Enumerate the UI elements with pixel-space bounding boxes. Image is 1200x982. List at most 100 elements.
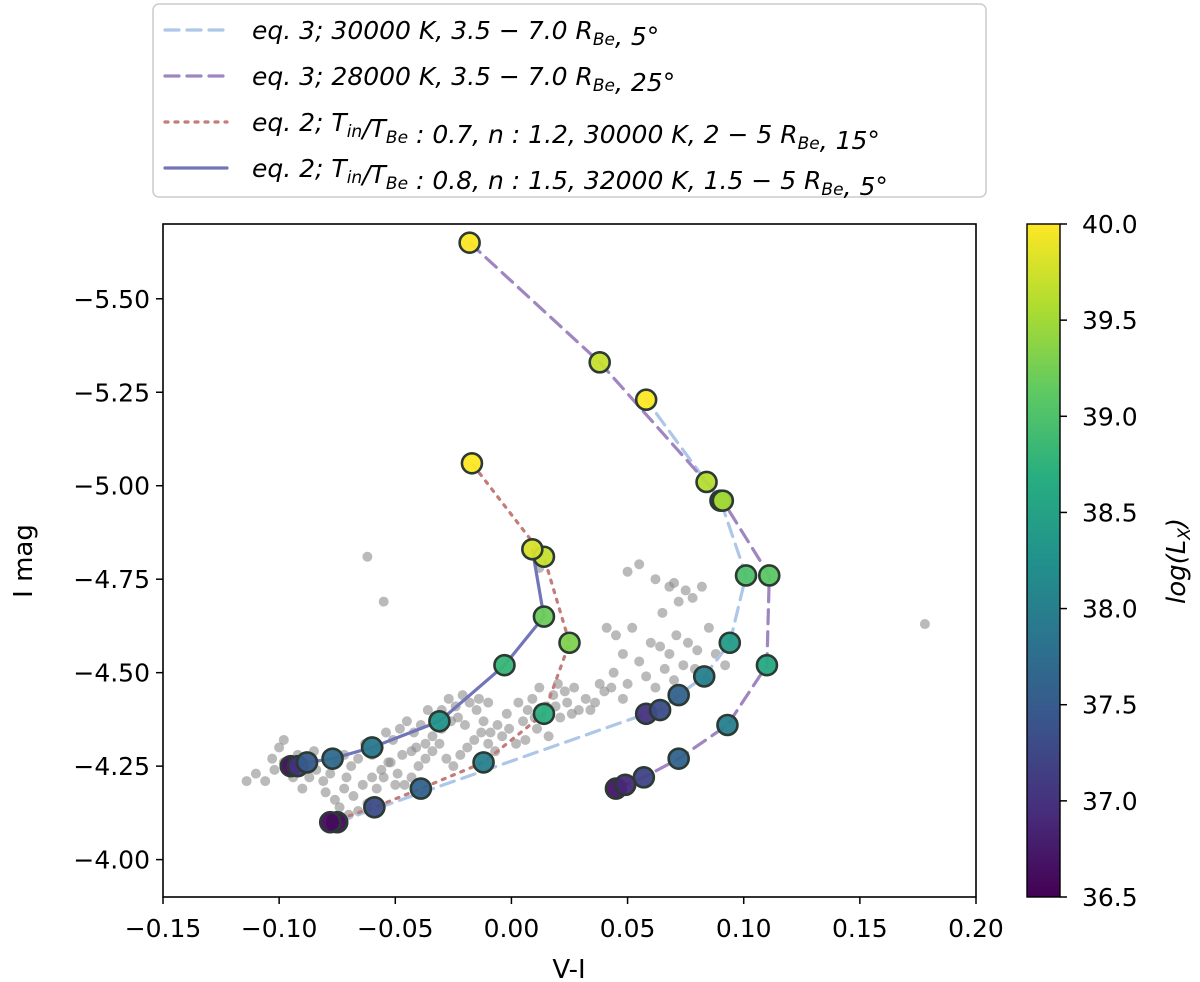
y-tick-label: −5.25 bbox=[73, 378, 150, 407]
observed-point bbox=[569, 682, 580, 693]
observed-point bbox=[443, 693, 454, 704]
observed-point bbox=[485, 727, 496, 738]
y-tick-label: −5.50 bbox=[73, 285, 150, 314]
observed-point bbox=[513, 697, 524, 708]
colorbar-tick-label: 36.5 bbox=[1082, 883, 1138, 912]
model-track-point bbox=[295, 751, 319, 774]
observed-point bbox=[406, 746, 417, 757]
observed-point bbox=[241, 776, 252, 787]
observed-point bbox=[608, 667, 619, 678]
observed-point bbox=[650, 574, 661, 585]
x-axis-label: V-I bbox=[552, 955, 585, 982]
x-tick-label: −0.10 bbox=[241, 914, 318, 943]
observed-point bbox=[617, 693, 628, 704]
y-tick-label: −4.00 bbox=[73, 846, 150, 875]
observed-point bbox=[478, 716, 489, 727]
observed-point bbox=[464, 697, 475, 708]
y-tick-label: −4.25 bbox=[73, 752, 150, 781]
model-track-line bbox=[328, 461, 572, 824]
colorbar-tick-label: 40.0 bbox=[1082, 210, 1138, 239]
colorbar-tick-label: 37.0 bbox=[1082, 787, 1138, 816]
observed-point bbox=[566, 708, 577, 719]
observed-point bbox=[543, 731, 554, 742]
model-track-point bbox=[757, 564, 781, 587]
model-track-point bbox=[460, 451, 484, 475]
observed-point bbox=[720, 660, 731, 671]
observed-point bbox=[353, 753, 364, 764]
y-tick-label: −4.75 bbox=[73, 565, 150, 594]
legend-frame bbox=[152, 3, 987, 198]
x-tick-label: 0.15 bbox=[832, 914, 888, 943]
x-tick-label: 0.00 bbox=[484, 914, 540, 943]
observed-point bbox=[511, 738, 522, 749]
observed-point bbox=[318, 776, 329, 787]
observed-point bbox=[357, 779, 368, 790]
observed-point bbox=[585, 705, 596, 716]
observed-point bbox=[367, 772, 378, 783]
legend: eq. 3; 30000 K, 3.5 − 7.0 RBe, 5° eq. 3; … bbox=[152, 3, 987, 201]
observed-point bbox=[399, 779, 410, 790]
observed-point bbox=[413, 761, 424, 772]
observed-point bbox=[378, 596, 389, 607]
observed-point bbox=[392, 768, 403, 779]
observed-point bbox=[448, 761, 459, 772]
observed-point bbox=[278, 734, 289, 745]
observed-point bbox=[682, 637, 693, 648]
colorbar-tick-label: 38.5 bbox=[1082, 498, 1138, 527]
model-track-point bbox=[318, 810, 342, 834]
model-track-point bbox=[667, 747, 690, 770]
observed-point bbox=[678, 660, 689, 671]
x-axis-ticks: −0.15 −0.10 −0.05 0.00 0.05 0.10 0.15 0.20 bbox=[125, 897, 1004, 943]
observed-point bbox=[341, 772, 352, 783]
model-track-point bbox=[409, 777, 433, 800]
observed-point bbox=[520, 734, 531, 745]
observed-point bbox=[348, 791, 359, 802]
model-track-point bbox=[532, 702, 556, 726]
observed-point bbox=[304, 772, 315, 783]
observed-point bbox=[455, 749, 466, 760]
observed-point bbox=[325, 768, 336, 779]
colorbar-ticks: 36.5 37.0 37.5 38.0 38.5 39.0 39.5 40.0 bbox=[1060, 210, 1138, 912]
model-track-line bbox=[468, 241, 771, 791]
legend-label: eq. 2; Tin/TBe : 0.7, n : 1.2, 30000 K, … bbox=[252, 108, 880, 155]
observed-point bbox=[522, 705, 533, 716]
model-track-point bbox=[588, 351, 611, 374]
plot-frame bbox=[162, 223, 977, 898]
observed-point bbox=[378, 772, 389, 783]
observed-point bbox=[362, 551, 373, 562]
x-tick-label: −0.05 bbox=[357, 914, 434, 943]
observed-point bbox=[622, 566, 633, 577]
observed-point bbox=[427, 746, 438, 757]
model-track-point bbox=[632, 766, 656, 789]
model-track-point bbox=[521, 537, 544, 561]
observed-point bbox=[434, 738, 445, 749]
model-track-point bbox=[716, 713, 739, 737]
observed-point bbox=[483, 697, 494, 708]
x-tick-label: 0.10 bbox=[716, 914, 772, 943]
observed-point bbox=[534, 682, 545, 693]
observed-point bbox=[476, 727, 487, 738]
observed-point bbox=[634, 656, 645, 667]
observed-point bbox=[664, 648, 675, 659]
legend-label: eq. 3; 28000 K, 3.5 − 7.0 RBe, 25° bbox=[252, 62, 675, 97]
model-track-point bbox=[648, 698, 672, 722]
observed-point bbox=[329, 794, 340, 805]
observed-point bbox=[383, 757, 394, 768]
observed-point bbox=[655, 641, 666, 652]
observed-point bbox=[657, 607, 668, 618]
observed-point bbox=[696, 581, 707, 592]
observed-point bbox=[617, 648, 628, 659]
model-track-point bbox=[711, 489, 735, 512]
observed-point bbox=[590, 697, 601, 708]
model-track-point bbox=[613, 773, 637, 797]
model-track-point bbox=[755, 653, 779, 677]
observed-point bbox=[634, 559, 645, 570]
observed-point bbox=[427, 731, 438, 742]
observed-point bbox=[601, 622, 612, 633]
observed-point bbox=[650, 682, 661, 693]
observed-point bbox=[518, 716, 529, 727]
legend-entry: eq. 3; 28000 K, 3.5 − 7.0 RBe, 25° bbox=[163, 62, 675, 97]
colorbar-tick-label: 38.0 bbox=[1082, 595, 1138, 624]
observed-point bbox=[459, 720, 470, 731]
model-track-point bbox=[692, 665, 716, 688]
